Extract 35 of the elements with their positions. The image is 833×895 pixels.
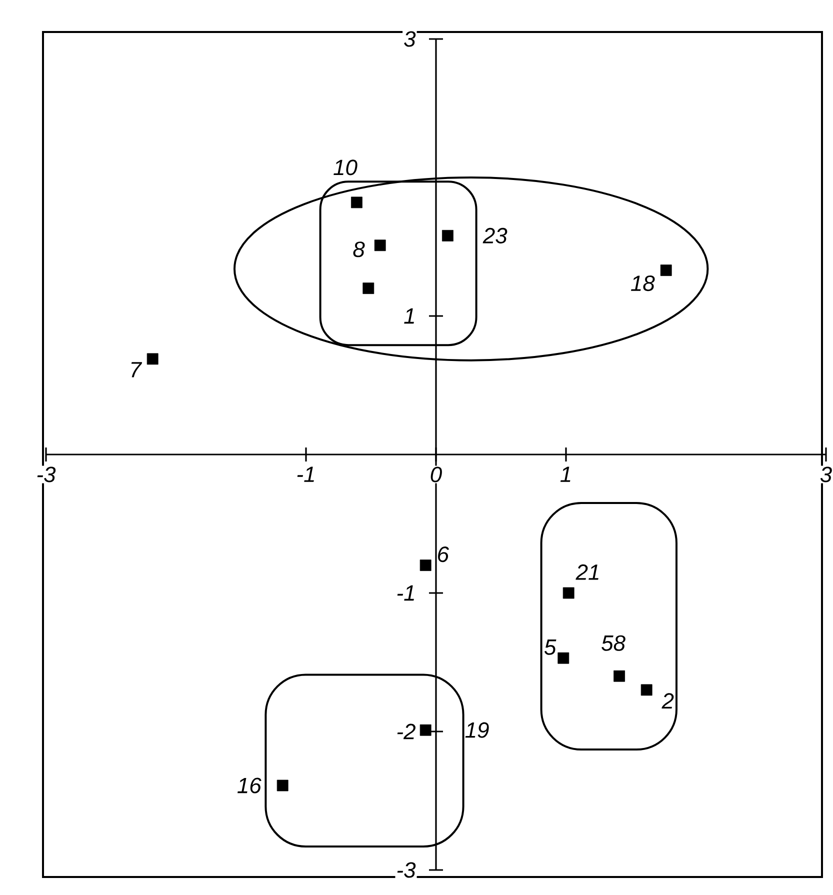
point: [362, 282, 374, 294]
annotation: 7: [131, 362, 142, 378]
x-tick-label: 0: [430, 466, 442, 482]
annotation: 10: [334, 160, 358, 176]
point: [614, 670, 625, 682]
x-tick-label: 3: [820, 466, 832, 482]
point: [350, 196, 362, 208]
annotation: 2: [662, 693, 674, 709]
annotation: 6: [438, 546, 449, 562]
x-tick-label: -1: [297, 466, 314, 482]
y-tick-label: -3: [397, 862, 416, 878]
x-tick-label: 1: [560, 466, 570, 482]
point: [562, 587, 574, 599]
point: [146, 353, 158, 365]
annotation: 5: [544, 640, 556, 655]
point: [420, 724, 432, 736]
annotation: 21: [576, 564, 598, 580]
point: [374, 240, 386, 252]
annotation: 23: [482, 228, 508, 244]
point: [442, 230, 454, 242]
x-tick-label: -3: [37, 466, 56, 482]
annotation: 16: [237, 778, 262, 794]
y-tick-label: 1: [404, 308, 414, 324]
annotation: 19: [465, 722, 489, 738]
y-tick-label: -2: [397, 724, 416, 740]
point: [558, 652, 570, 664]
point: [640, 684, 652, 696]
point: [660, 264, 672, 276]
annotation: 58: [602, 635, 626, 651]
point: [276, 780, 288, 792]
annotation: 18: [630, 275, 655, 292]
point: [420, 560, 432, 571]
y-tick-label: 3: [404, 31, 416, 47]
y-tick-label: -1: [397, 585, 414, 601]
annotation: 8: [353, 242, 365, 258]
